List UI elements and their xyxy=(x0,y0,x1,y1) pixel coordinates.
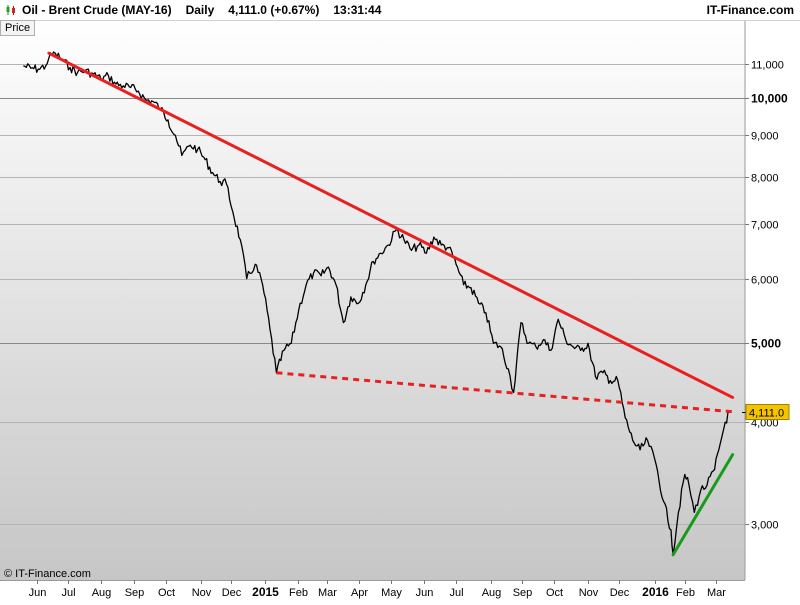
chart-period: Daily xyxy=(185,3,215,17)
x-tick-label: Mar xyxy=(707,587,726,599)
y-tick-label: 7,000 xyxy=(751,220,779,232)
x-tick-label: Nov xyxy=(192,587,212,599)
price-panel-tab[interactable]: Price xyxy=(0,20,36,36)
x-tick-label: Mar xyxy=(318,587,337,599)
x-tick-label: Jul xyxy=(449,587,463,599)
y-axis-ticks: 3,000 4,000 5,000 6,000 7,000 8,000 9,000 10,00… xyxy=(745,60,788,532)
x-tick-label: Aug xyxy=(482,587,502,599)
x-tick-label: Jul xyxy=(61,587,75,599)
price-line xyxy=(23,51,730,556)
rising-support-trendline xyxy=(671,453,735,557)
chart-title-bar: Oil - Brent Crude (MAY-16) Daily 4,111.0 (… xyxy=(0,0,800,21)
y-tick-label: 8,000 xyxy=(751,173,779,185)
trendlines xyxy=(47,51,735,557)
x-tick-label: Apr xyxy=(351,587,368,599)
x-axis-ticks: Jun Jul Aug Sep Oct Nov Dec 2015 Feb Mar Apr May Jun… xyxy=(29,580,726,599)
x-tick-label: Feb xyxy=(676,587,695,599)
x-tick-label: Dec xyxy=(610,587,630,599)
y-tick-label: 10,000 xyxy=(751,92,788,106)
brand-name: IT-Finance.com xyxy=(706,3,794,17)
copyright-watermark: © IT-Finance.com xyxy=(4,568,91,580)
x-tick-label: Nov xyxy=(579,587,599,599)
x-tick-label: Jun xyxy=(29,587,47,599)
x-tick-label: Sep xyxy=(513,587,533,599)
chart-title: Oil - Brent Crude (MAY-16) xyxy=(22,3,172,17)
x-tick-label: Aug xyxy=(92,587,112,599)
x-tick-label: May xyxy=(381,587,402,599)
y-tick-label: 4,000 xyxy=(751,418,779,430)
x-tick-label: Sep xyxy=(125,587,145,599)
y-tick-label: 5,000 xyxy=(751,337,781,351)
last-price-marker: 4,111.0 xyxy=(742,404,790,421)
x-tick-label: Dec xyxy=(222,587,242,599)
resistance-trendline xyxy=(47,51,735,399)
y-tick-label: 9,000 xyxy=(751,131,779,143)
plot-background xyxy=(0,20,745,580)
x-tick-label: 2016 xyxy=(642,585,669,599)
y-axis-panel xyxy=(745,20,800,580)
last-price-change: 4,111.0 (+0.67%) xyxy=(228,3,320,17)
last-price-box xyxy=(745,404,790,421)
x-tick-label: 2015 xyxy=(252,585,279,599)
y-tick-label: 6,000 xyxy=(751,275,779,287)
gridlines xyxy=(0,64,745,525)
price-series xyxy=(23,51,730,556)
y-tick-label: 11,000 xyxy=(751,60,784,72)
x-tick-label: Oct xyxy=(158,587,175,599)
x-tick-label: Oct xyxy=(546,587,563,599)
last-price-label: 4,111.0 xyxy=(749,408,784,420)
y-tick-label: 3,000 xyxy=(751,520,779,532)
candlestick-icon xyxy=(6,5,15,15)
x-axis-panel xyxy=(0,580,800,600)
x-tick-label: Feb xyxy=(289,587,308,599)
chart-time: 13:31:44 xyxy=(333,3,382,17)
x-tick-label: Jun xyxy=(416,587,434,599)
